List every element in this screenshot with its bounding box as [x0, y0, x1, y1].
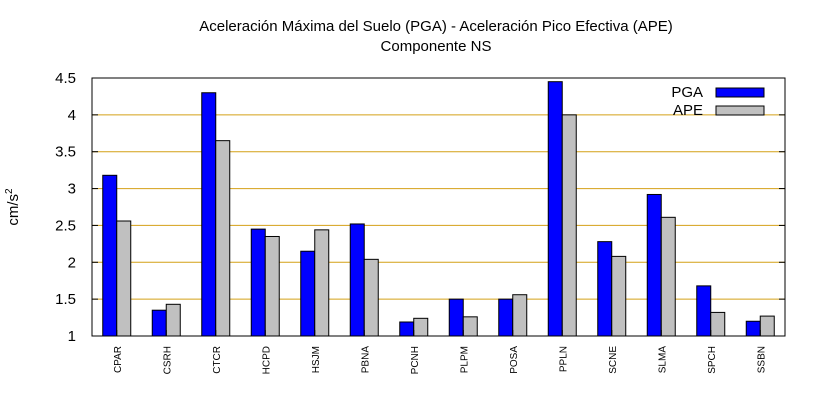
- x-tick-label: PBNA: [360, 346, 371, 374]
- bar-ape-pcnh: [413, 317, 429, 337]
- y-axis-label-superscript: 2: [4, 188, 15, 194]
- y-tick-label: 1: [68, 328, 76, 345]
- x-tick-label: PPLN: [558, 346, 569, 372]
- bar-pga-scne: [597, 241, 613, 337]
- bar-ape-csrh: [165, 303, 181, 337]
- y-tick-label: 3: [68, 181, 76, 198]
- bar-pga-pcnh: [399, 321, 415, 337]
- x-tick-label: PCNH: [410, 346, 421, 374]
- bar-ape-plpm: [462, 316, 478, 337]
- grid-lines: [92, 114, 785, 300]
- bar-ape-ppln: [561, 114, 577, 337]
- bar-ape-scne: [611, 255, 627, 337]
- bar-pga-ppln: [547, 81, 563, 337]
- bar-ape-pbna: [363, 258, 379, 337]
- bar-pga-ctcr: [201, 92, 217, 337]
- x-tick-label: CPAR: [113, 346, 124, 373]
- bar-pga-hsjm: [300, 250, 316, 337]
- bar-pga-ssbn: [745, 320, 761, 337]
- bar-ape-cpar: [116, 220, 132, 337]
- legend-swatch-ape: [715, 105, 765, 116]
- y-axis-label-base: cm/s: [5, 194, 22, 226]
- x-tick-label: HSJM: [311, 346, 322, 373]
- bars: [102, 81, 775, 337]
- x-tick-label: HCPD: [261, 346, 272, 374]
- x-tick-label: SCNE: [608, 346, 619, 374]
- x-tick-label: PLPM: [459, 346, 470, 373]
- bar-pga-pbna: [349, 223, 365, 337]
- bar-pga-spch: [696, 285, 712, 337]
- bar-ape-ssbn: [759, 315, 775, 337]
- y-tick-label: 2: [68, 254, 76, 271]
- bar-pga-slma: [646, 193, 662, 337]
- bar-ape-slma: [660, 216, 676, 337]
- y-ticks: 1 1.5 2 2.5 3 3.5 4 4.5: [55, 70, 785, 345]
- x-tick-label: CSRH: [162, 346, 173, 374]
- bar-pga-csrh: [151, 309, 167, 337]
- bar-pga-hcpd: [250, 228, 266, 337]
- plot-frame: [91, 77, 786, 337]
- x-tick-label: CTCR: [212, 346, 223, 374]
- bar-ape-hcpd: [264, 235, 280, 337]
- x-tick-label: SSBN: [756, 346, 767, 373]
- legend-swatch-pga: [715, 87, 765, 98]
- y-tick-label: 2.5: [55, 217, 76, 234]
- x-tick-label: SPCH: [707, 346, 718, 374]
- y-tick-label: 1.5: [55, 291, 76, 308]
- x-tick-label: POSA: [509, 346, 520, 374]
- y-axis-label: cm/s2: [4, 188, 22, 226]
- y-tick-label: 4.5: [55, 70, 76, 87]
- bar-pga-cpar: [102, 174, 118, 337]
- x-ticks: CPAR CSRH CTCR HCPD HSJM PBNA PCNH PLPM POSA PPLN…: [113, 330, 767, 374]
- bar-ape-posa: [512, 294, 528, 337]
- y-tick-label: 3.5: [55, 144, 76, 161]
- bar-ape-spch: [710, 311, 726, 337]
- x-tick-label: SLMA: [657, 346, 668, 374]
- bar-pga-posa: [498, 298, 514, 337]
- legend-label-ape: APE: [673, 102, 703, 119]
- legend-label-pga: PGA: [671, 84, 703, 101]
- chart-title: Aceleración Máxima del Suelo (PGA) - Ace…: [199, 18, 673, 35]
- chart-subtitle: Componente NS: [381, 38, 492, 55]
- y-tick-label: 4: [68, 107, 76, 124]
- bar-ape-ctcr: [215, 140, 231, 337]
- bar-ape-hsjm: [314, 229, 330, 337]
- bar-pga-plpm: [448, 298, 464, 337]
